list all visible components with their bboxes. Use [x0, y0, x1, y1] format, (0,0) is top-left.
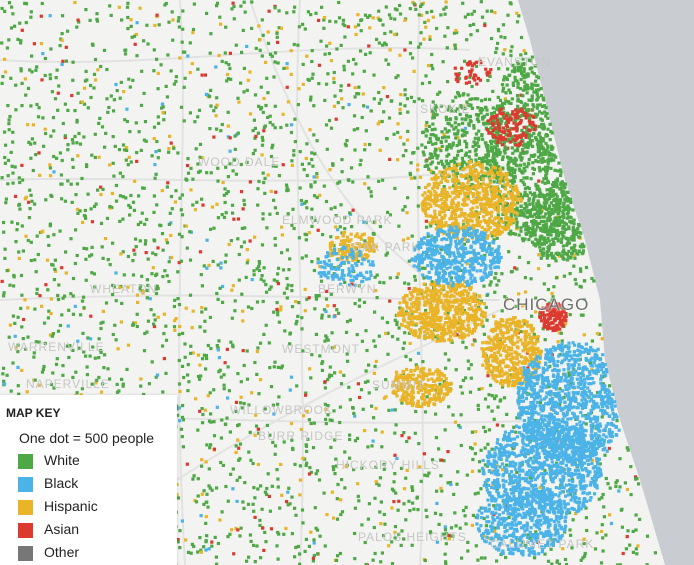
- place-label-berwyn: BERWYN: [318, 282, 377, 296]
- place-label-palos-heights: PALOS HEIGHTS: [358, 530, 467, 544]
- place-label-skokie: SKOKIE: [420, 102, 471, 116]
- place-label-naperville: NAPERVILLE: [26, 377, 110, 391]
- map-key-label: Asian: [44, 521, 80, 537]
- asian-swatch: [18, 523, 33, 538]
- place-label-burr-ridge: BURR RIDGE: [258, 429, 344, 443]
- place-label-calumet-park: CALUMET PARK: [490, 537, 595, 551]
- map-key-label: Other: [44, 544, 80, 560]
- map-key: MAP KEY One dot = 500 people White Black…: [0, 395, 177, 565]
- white-swatch: [18, 454, 33, 469]
- map-key-label: Hispanic: [44, 498, 98, 514]
- place-label-elmwood-park: ELMWOOD PARK: [282, 213, 393, 227]
- place-label-willowbrook: WILLOWBROOK: [230, 403, 334, 417]
- place-label-warrenville: WARRENVILLE: [8, 340, 105, 354]
- map-key-scale: One dot = 500 people: [19, 430, 155, 446]
- place-label-oak-park: OAK PARK: [352, 240, 421, 254]
- map-key-title: MAP KEY: [6, 406, 61, 420]
- map-key-label: White: [44, 452, 80, 468]
- place-label-hickory-hills: HICKORY HILLS: [336, 458, 440, 472]
- city-label-chicago: CHICAGO: [503, 295, 590, 314]
- map-key-label: Black: [44, 475, 79, 491]
- place-label-wheaton: WHEATON: [90, 282, 158, 296]
- place-label-westmont: WESTMONT: [282, 342, 360, 356]
- black-swatch: [18, 477, 33, 492]
- place-label-evanston: EVANSTON: [478, 55, 551, 69]
- lake-michigan: [518, 0, 694, 565]
- other-swatch: [18, 546, 33, 561]
- place-label-wood-dale: WOOD DALE: [198, 155, 281, 169]
- hispanic-swatch: [18, 500, 33, 515]
- place-label-summit: SUMMIT: [372, 378, 426, 392]
